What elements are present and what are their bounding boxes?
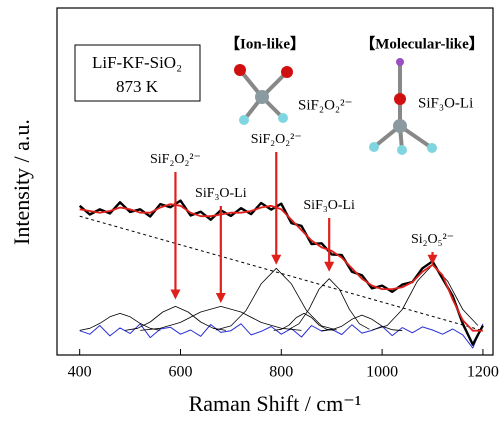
inset-system: LiF-KF-SiO₂ — [92, 53, 182, 72]
structure-title: 【Molecular-like】 — [360, 34, 484, 52]
annotation-label: SiF₃O-Li — [195, 186, 247, 201]
structure-label: SiF₂O₂²⁻ — [298, 97, 353, 113]
y-axis-title: Intensity / a.u. — [9, 119, 34, 245]
arrow-head — [324, 262, 334, 272]
x-axis-title: Raman Shift / cm⁻¹ — [189, 391, 362, 416]
spectrum-line — [140, 306, 301, 330]
arrow-head — [271, 255, 281, 265]
spectrum-line — [289, 279, 370, 330]
x-tick-label: 1200 — [467, 364, 499, 381]
x-tick-label: 1000 — [366, 364, 398, 381]
annotation-label: SiF₂O₂²⁻ — [251, 132, 302, 147]
annotation-label: SiF₂O₂²⁻ — [150, 152, 201, 167]
structure-title: 【Ion-like】 — [225, 34, 305, 52]
x-tick-label: 800 — [269, 364, 293, 381]
annotation-label: SiF₃O-Li — [303, 198, 355, 213]
structure-label: SiF₃O-Li — [418, 95, 473, 111]
chart: Raman Shift / cm⁻¹ Intensity / a.u. LiF-… — [0, 0, 504, 431]
x-tick-label: 600 — [168, 364, 192, 381]
spectrum-line — [125, 306, 226, 330]
annotation-label: Si₂O₅²⁻ — [411, 232, 454, 247]
inset-temperature: 873 K — [116, 77, 159, 96]
arrow-head — [216, 293, 226, 303]
molecule-ion — [234, 64, 293, 125]
spectrum-line — [216, 268, 337, 330]
x-tick-label: 400 — [68, 364, 92, 381]
arrow-head — [170, 289, 180, 299]
